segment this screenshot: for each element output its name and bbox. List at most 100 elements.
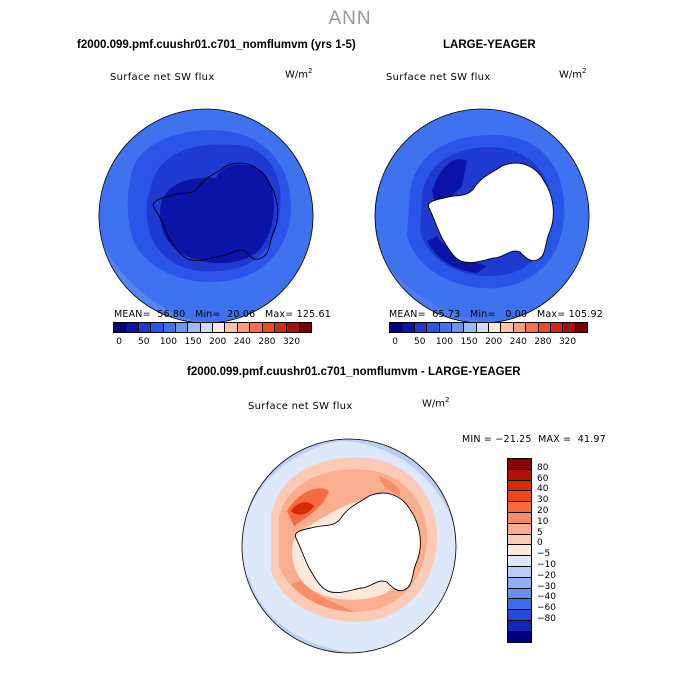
colorbar-tick-label: 280: [534, 337, 552, 347]
colorbar-tick-label: 100: [435, 337, 453, 347]
panel1-colorbar: [113, 322, 312, 333]
colorbar-tick-label: −20: [537, 570, 556, 581]
panel2-colorbar-labels: 0 50 100 150 200 240 280 320: [389, 337, 586, 349]
colorbar-swatch: [402, 323, 415, 332]
colorbar-swatch: [138, 323, 152, 332]
colorbar-swatch: [200, 323, 213, 332]
colorbar-tick-label: 10: [537, 516, 549, 527]
colorbar-swatch: [508, 577, 531, 589]
colorbar-swatch: [262, 323, 275, 332]
panel2-stats: MEAN= 65.73 Min= 0.00 Max= 105.92: [389, 309, 604, 320]
panel1-units: W/m2: [285, 67, 313, 81]
colorbar-tick-label: 200: [209, 337, 227, 347]
colorbar-tick-label: −30: [537, 581, 556, 592]
colorbar-swatch: [508, 491, 531, 503]
colorbar-tick-label: 280: [258, 337, 276, 347]
panel1-stats: MEAN= 56.80 Min= 20.06 Max= 125.61: [114, 309, 332, 320]
panel3-units: W/m2: [422, 396, 450, 410]
colorbar-swatch: [476, 323, 489, 332]
colorbar-swatch: [501, 323, 514, 332]
panel1-colorbar-labels: 0 50 100 150 200 240 280 320: [113, 337, 310, 349]
colorbar-swatch: [508, 556, 531, 567]
panel2-units: W/m2: [559, 67, 587, 81]
colorbar-tick-label: 150: [184, 337, 202, 347]
colorbar-swatch: [151, 323, 164, 332]
colorbar-swatch: [508, 566, 531, 578]
colorbar-swatch: [508, 599, 531, 611]
colorbar-swatch: [508, 512, 531, 524]
colorbar-swatch: [550, 323, 564, 332]
colorbar-swatch: [274, 323, 288, 332]
colorbar-swatch: [427, 323, 440, 332]
colorbar-tick-label: 40: [537, 484, 549, 495]
colorbar-swatch: [508, 631, 531, 642]
colorbar-tick-label: 30: [537, 495, 549, 506]
panel3-stats: MIN = −21.25 MAX = 41.97: [462, 434, 606, 445]
panel3-polar-map: [241, 438, 457, 654]
colorbar-swatch: [439, 323, 452, 332]
colorbar-tick-label: −80: [537, 614, 556, 624]
panel2-colorbar: [389, 322, 588, 333]
panel3-colorbar: [507, 458, 532, 643]
colorbar-swatch: [508, 620, 531, 632]
colorbar-tick-label: 0: [392, 337, 399, 347]
colorbar-swatch: [390, 323, 403, 332]
colorbar-swatch: [237, 323, 251, 332]
colorbar-swatch: [213, 323, 226, 332]
colorbar-swatch: [414, 323, 428, 332]
colorbar-tick-label: 60: [537, 473, 549, 484]
colorbar-swatch: [126, 323, 139, 332]
colorbar-swatch: [175, 323, 189, 332]
colorbar-swatch: [513, 323, 527, 332]
colorbar-tick-label: 320: [558, 337, 577, 347]
panel2-field-label: Surface net SW flux: [386, 72, 491, 83]
colorbar-tick-label: −10: [537, 560, 556, 570]
colorbar-tick-label: 240: [233, 337, 251, 347]
colorbar-swatch: [508, 534, 531, 546]
colorbar-swatch: [163, 323, 176, 332]
colorbar-tick-label: 0: [537, 538, 543, 549]
colorbar-swatch: [299, 323, 311, 332]
colorbar-swatch: [526, 323, 539, 332]
colorbar-swatch: [225, 323, 238, 332]
panel2-polar-map: [374, 108, 590, 324]
panel1-field-label: Surface net SW flux: [110, 72, 215, 83]
colorbar-tick-label: 200: [485, 337, 503, 347]
colorbar-swatch: [563, 323, 576, 332]
panel1-title: f2000.099.pmf.cuushr01.c701_nomflumvm (y…: [77, 39, 356, 51]
colorbar-tick-label: 0: [116, 337, 123, 347]
colorbar-tick-label: 50: [138, 337, 150, 347]
colorbar-tick-label: −5: [537, 549, 551, 560]
colorbar-swatch: [489, 323, 502, 332]
colorbar-tick-label: −40: [537, 592, 556, 603]
panel3-title: f2000.099.pmf.cuushr01.c701_nomflumvm - …: [187, 366, 521, 378]
colorbar-swatch: [508, 459, 531, 470]
colorbar-swatch: [538, 323, 551, 332]
colorbar-tick-label: 150: [460, 337, 478, 347]
panel3-field-label: Surface net SW flux: [248, 401, 353, 412]
colorbar-swatch: [451, 323, 465, 332]
colorbar-swatch: [508, 610, 531, 621]
colorbar-swatch: [188, 323, 201, 332]
panel1-polar-map: [98, 108, 314, 324]
colorbar-tick-label: 50: [414, 337, 426, 347]
colorbar-tick-label: 5: [537, 527, 543, 538]
colorbar-swatch: [508, 523, 531, 535]
colorbar-tick-label: 100: [159, 337, 177, 347]
figure-title: ANN: [328, 8, 372, 29]
colorbar-tick-label: −60: [537, 603, 556, 614]
panel2-title: LARGE-YEAGER: [443, 39, 536, 51]
colorbar-swatch: [508, 480, 531, 492]
colorbar-swatch: [250, 323, 263, 332]
colorbar-swatch: [508, 588, 531, 600]
colorbar-tick-label: 240: [509, 337, 527, 347]
colorbar-swatch: [508, 469, 531, 481]
colorbar-swatch: [464, 323, 477, 332]
colorbar-tick-label: 20: [537, 506, 549, 516]
colorbar-tick-label: 320: [282, 337, 301, 347]
colorbar-swatch: [287, 323, 300, 332]
colorbar-swatch: [114, 323, 127, 332]
colorbar-swatch: [508, 502, 531, 513]
colorbar-swatch: [575, 323, 587, 332]
colorbar-tick-label: 80: [537, 462, 549, 473]
